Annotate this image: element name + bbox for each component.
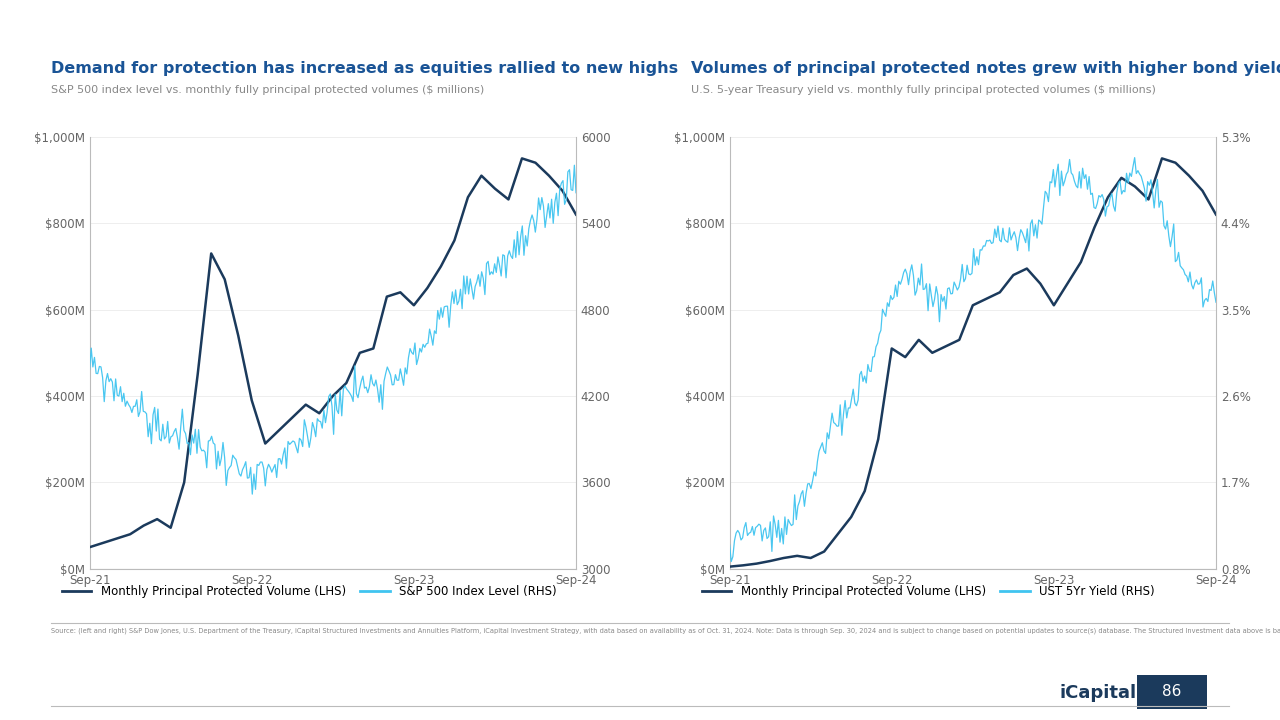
Text: U.S. 5-year Treasury yield vs. monthly fully principal protected volumes ($ mill: U.S. 5-year Treasury yield vs. monthly f… (691, 85, 1156, 95)
Legend: Monthly Principal Protected Volume (LHS), S&P 500 Index Level (RHS): Monthly Principal Protected Volume (LHS)… (58, 580, 562, 603)
Legend: Monthly Principal Protected Volume (LHS), UST 5Yr Yield (RHS): Monthly Principal Protected Volume (LHS)… (698, 580, 1160, 603)
Text: Volumes of principal protected notes grew with higher bond yields: Volumes of principal protected notes gre… (691, 60, 1280, 76)
Text: 86: 86 (1162, 685, 1181, 699)
Text: iCapital: iCapital (1060, 684, 1137, 701)
Text: S&P 500 index level vs. monthly fully principal protected volumes ($ millions): S&P 500 index level vs. monthly fully pr… (51, 85, 484, 95)
FancyBboxPatch shape (1133, 673, 1211, 711)
Text: Demand for protection has increased as equities rallied to new highs: Demand for protection has increased as e… (51, 60, 678, 76)
Text: Source: (left and right) S&P Dow Jones, U.S. Department of the Treasury, iCapita: Source: (left and right) S&P Dow Jones, … (51, 628, 1280, 634)
